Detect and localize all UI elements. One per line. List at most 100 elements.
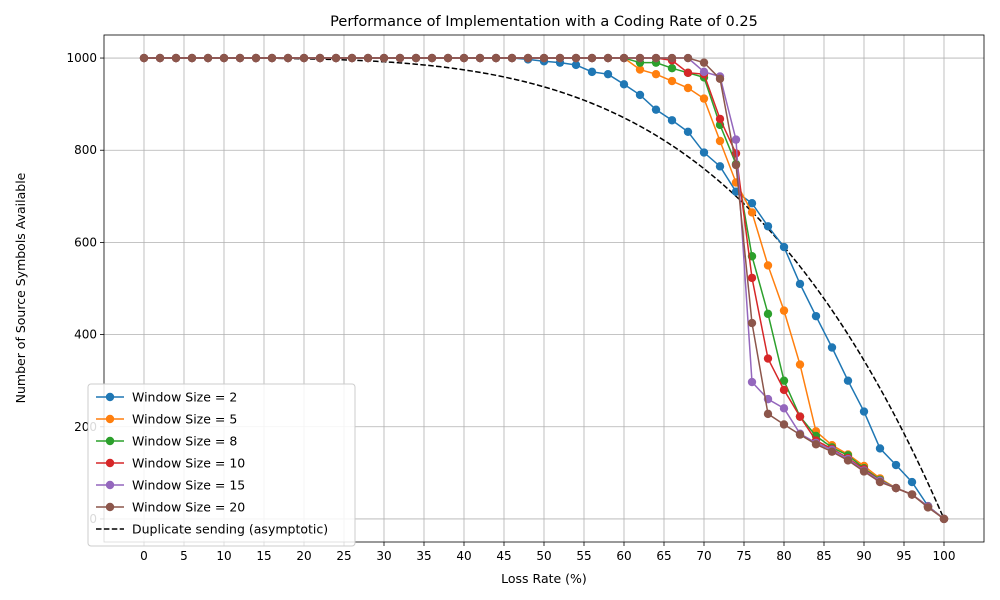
y-tick-label: 1000 bbox=[66, 51, 97, 65]
data-point bbox=[603, 53, 613, 63]
data-point bbox=[171, 53, 181, 63]
x-tick-label: 10 bbox=[216, 549, 231, 563]
data-point bbox=[267, 53, 277, 63]
data-point bbox=[779, 404, 789, 413]
data-point bbox=[539, 53, 549, 63]
data-point bbox=[907, 490, 917, 499]
data-point bbox=[843, 456, 853, 465]
data-point bbox=[763, 409, 773, 419]
legend-label: Window Size = 20 bbox=[132, 500, 245, 515]
data-point bbox=[283, 53, 293, 63]
legend-label: Window Size = 5 bbox=[132, 412, 237, 427]
x-tick-label: 85 bbox=[816, 549, 831, 563]
data-point bbox=[571, 60, 581, 70]
legend-swatch-marker bbox=[105, 480, 115, 490]
data-point bbox=[219, 53, 229, 63]
x-tick-label: 100 bbox=[933, 549, 956, 563]
legend-swatch-marker bbox=[105, 414, 115, 424]
data-point bbox=[587, 53, 597, 63]
data-point bbox=[939, 514, 949, 524]
data-point bbox=[347, 53, 357, 63]
data-point bbox=[747, 199, 757, 208]
legend-box bbox=[87, 383, 356, 547]
data-point bbox=[747, 318, 757, 328]
data-point bbox=[139, 53, 149, 63]
data-point bbox=[891, 460, 901, 470]
data-point bbox=[667, 76, 677, 86]
x-tick-label: 45 bbox=[496, 549, 511, 563]
data-point bbox=[683, 127, 693, 136]
data-point bbox=[379, 53, 389, 63]
data-point bbox=[795, 412, 805, 421]
y-tick-label: 800 bbox=[74, 143, 97, 157]
data-point bbox=[667, 116, 677, 125]
reference-line-duplicate-sending bbox=[144, 57, 945, 520]
series-layer bbox=[139, 53, 949, 524]
x-tick-label: 40 bbox=[456, 549, 471, 563]
data-point bbox=[811, 311, 821, 321]
x-tick-label: 50 bbox=[536, 549, 551, 563]
x-tick-label: 90 bbox=[856, 549, 871, 563]
x-tick-label: 5 bbox=[180, 549, 188, 563]
series-window-size-5 bbox=[139, 53, 949, 524]
y-tick-label: 400 bbox=[74, 328, 97, 342]
data-point bbox=[235, 53, 245, 63]
legend-label: Window Size = 8 bbox=[132, 434, 237, 449]
data-point bbox=[859, 407, 869, 416]
data-point bbox=[363, 53, 373, 63]
x-tick-label: 55 bbox=[576, 549, 591, 563]
data-point bbox=[587, 67, 597, 77]
data-point bbox=[747, 377, 757, 387]
data-point bbox=[875, 444, 885, 453]
data-point bbox=[731, 135, 741, 144]
data-point bbox=[651, 53, 661, 63]
data-point bbox=[779, 385, 789, 395]
data-point bbox=[667, 63, 677, 73]
grid-lines bbox=[104, 35, 984, 542]
x-tick-label: 60 bbox=[616, 549, 631, 563]
data-point bbox=[603, 69, 613, 79]
x-tick-label: 80 bbox=[776, 549, 791, 563]
legend-item: Duplicate sending (asymptotic) bbox=[96, 522, 328, 537]
data-point bbox=[795, 360, 805, 369]
data-point bbox=[315, 53, 325, 63]
data-point bbox=[891, 483, 901, 493]
data-point bbox=[251, 53, 261, 63]
data-point bbox=[763, 222, 773, 231]
legend-item: Window Size = 5 bbox=[96, 412, 237, 427]
data-point bbox=[699, 58, 709, 67]
x-tick-label: 25 bbox=[336, 549, 351, 563]
data-point bbox=[715, 114, 725, 124]
data-point bbox=[715, 162, 725, 171]
data-point bbox=[779, 242, 789, 252]
data-point bbox=[155, 53, 165, 63]
data-point bbox=[699, 67, 709, 77]
legend-item: Window Size = 15 bbox=[96, 478, 245, 493]
x-tick-label: 70 bbox=[696, 549, 711, 563]
data-point bbox=[731, 160, 741, 170]
data-point bbox=[619, 80, 629, 89]
reference-line-layer bbox=[144, 57, 945, 520]
data-point bbox=[203, 53, 213, 63]
data-point bbox=[763, 309, 773, 319]
data-point bbox=[427, 53, 437, 63]
data-point bbox=[875, 477, 885, 487]
data-point bbox=[651, 69, 661, 79]
x-tick-label: 20 bbox=[296, 549, 311, 563]
data-point bbox=[859, 467, 869, 476]
x-axis-label: Loss Rate (%) bbox=[501, 571, 587, 586]
data-point bbox=[395, 53, 405, 63]
legend-item: Window Size = 10 bbox=[96, 456, 245, 471]
data-point bbox=[907, 477, 917, 487]
data-point bbox=[187, 53, 197, 63]
data-point bbox=[715, 74, 725, 83]
data-point bbox=[299, 53, 309, 63]
data-point bbox=[667, 53, 677, 63]
data-point bbox=[763, 261, 773, 270]
data-point bbox=[699, 94, 709, 103]
data-point bbox=[651, 105, 661, 114]
data-point bbox=[699, 148, 709, 157]
data-point bbox=[459, 53, 469, 63]
y-tick-label: 600 bbox=[74, 235, 97, 249]
x-tick-label: 95 bbox=[896, 549, 911, 563]
